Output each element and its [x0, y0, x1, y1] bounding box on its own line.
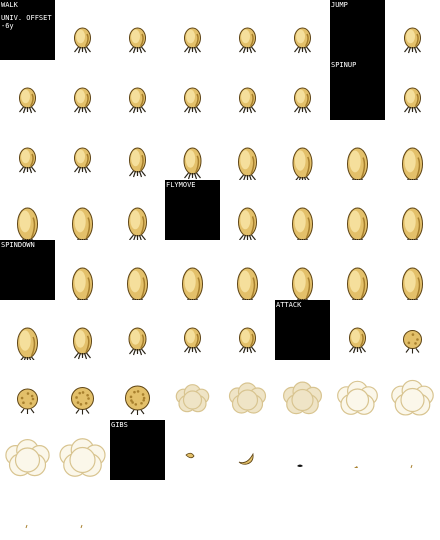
- creature-sprite: [275, 120, 330, 180]
- creature-sprite: [385, 180, 440, 240]
- creature-sprite: [275, 0, 330, 60]
- creature-sprite: [0, 360, 55, 420]
- creature-sprite: [165, 0, 220, 60]
- creature-sprite: [110, 300, 165, 360]
- flymove-label-box: FLYMOVE: [165, 180, 220, 240]
- gib-sprite: [385, 420, 440, 480]
- spinup-label: SPINUP: [331, 61, 357, 69]
- creature-sprite: [55, 240, 110, 300]
- spinup-label-box: SPINUP: [330, 60, 385, 120]
- creature-sprite: [165, 300, 220, 360]
- creature-sprite: [385, 240, 440, 300]
- jump-label-box: JUMP: [330, 0, 385, 60]
- creature-sprite: [110, 360, 165, 420]
- spindown-label: SPINDOWN: [1, 241, 35, 249]
- creature-sprite: [110, 0, 165, 60]
- creature-sprite: [220, 0, 275, 60]
- creature-sprite: [385, 0, 440, 60]
- spindown-label-box: SPINDOWN: [0, 240, 55, 300]
- creature-sprite: [220, 120, 275, 180]
- creature-sprite: [110, 240, 165, 300]
- creature-sprite: [330, 300, 385, 360]
- walk-label-box: WALK UNIV. OFFSET -6y: [0, 0, 55, 60]
- explosion-cloud-sprite: [55, 420, 110, 480]
- explosion-cloud-sprite: [330, 360, 385, 420]
- creature-sprite: [220, 180, 275, 240]
- gibs-label-box: GIBS: [110, 420, 165, 480]
- creature-sprite: [385, 120, 440, 180]
- jump-label: JUMP: [331, 1, 348, 9]
- creature-sprite: [0, 60, 55, 120]
- gib-sprite: [165, 420, 220, 480]
- creature-sprite: [220, 240, 275, 300]
- creature-sprite: [385, 300, 440, 360]
- gibs-label: GIBS: [111, 421, 128, 429]
- gib-sprite: [0, 480, 55, 540]
- creature-sprite: [220, 60, 275, 120]
- offset-value: -6y: [1, 22, 14, 30]
- creature-sprite: [55, 0, 110, 60]
- creature-sprite: [275, 180, 330, 240]
- gib-sprite: [55, 480, 110, 540]
- flymove-label: FLYMOVE: [166, 181, 196, 189]
- creature-sprite: [385, 60, 440, 120]
- creature-sprite: [110, 180, 165, 240]
- creature-sprite: [330, 240, 385, 300]
- walk-label: WALK: [1, 1, 18, 9]
- attack-label-box: ATTACK: [275, 300, 330, 360]
- gib-sprite: [330, 420, 385, 480]
- creature-sprite: [165, 120, 220, 180]
- creature-sprite: [110, 60, 165, 120]
- creature-sprite: [165, 240, 220, 300]
- creature-sprite: [110, 120, 165, 180]
- creature-sprite: [55, 300, 110, 360]
- creature-sprite: [55, 180, 110, 240]
- explosion-cloud-sprite: [385, 360, 440, 420]
- gib-sprite: [220, 420, 275, 480]
- univ-offset-label: UNIV. OFFSET: [1, 14, 52, 22]
- explosion-cloud-sprite: [275, 360, 330, 420]
- creature-sprite: [0, 180, 55, 240]
- creature-sprite: [330, 120, 385, 180]
- creature-sprite: [0, 300, 55, 360]
- explosion-cloud-sprite: [165, 360, 220, 420]
- creature-sprite: [55, 120, 110, 180]
- creature-sprite: [330, 180, 385, 240]
- creature-sprite: [0, 120, 55, 180]
- explosion-cloud-sprite: [0, 420, 55, 480]
- creature-sprite: [55, 360, 110, 420]
- creature-sprite: [55, 60, 110, 120]
- creature-sprite: [275, 60, 330, 120]
- attack-label: ATTACK: [276, 301, 302, 309]
- gib-sprite: [275, 420, 330, 480]
- creature-sprite: [275, 240, 330, 300]
- creature-sprite: [220, 300, 275, 360]
- creature-sprite: [165, 60, 220, 120]
- explosion-cloud-sprite: [220, 360, 275, 420]
